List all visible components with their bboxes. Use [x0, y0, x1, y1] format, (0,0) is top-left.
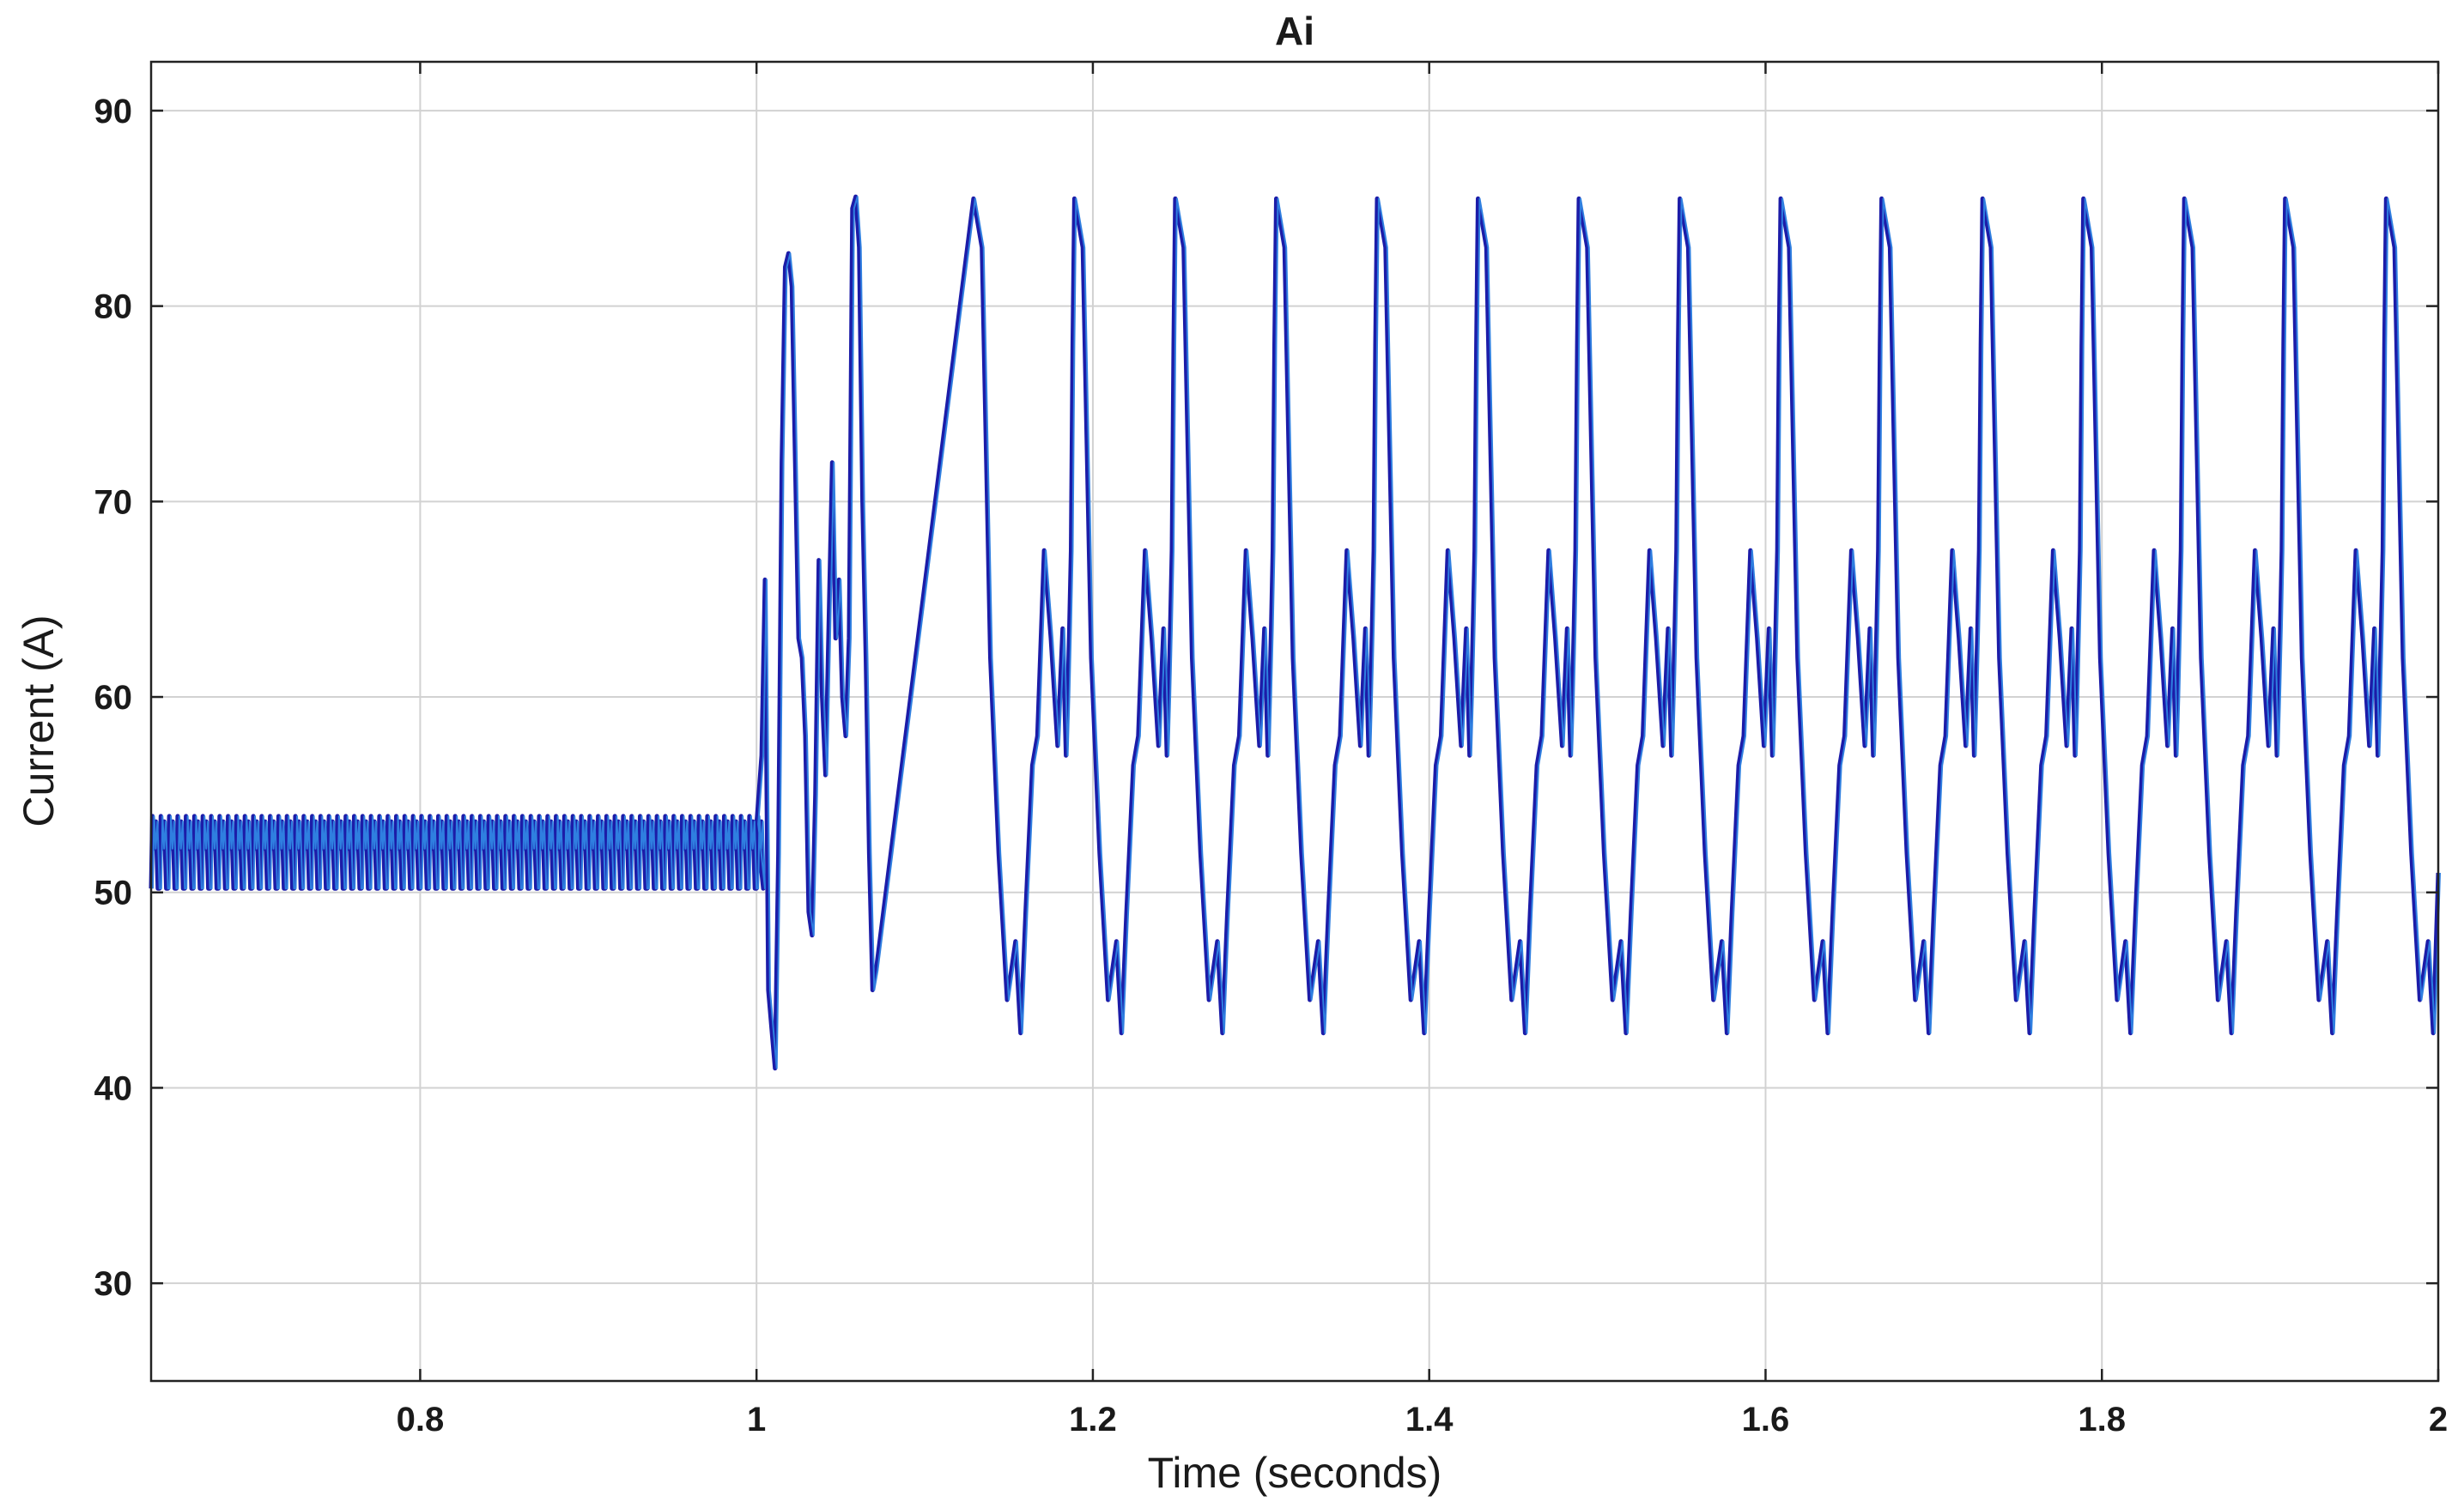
series-layer — [149, 194, 2441, 1071]
y-tick-label: 80 — [94, 288, 133, 326]
x-tick-label: 1.8 — [2078, 1401, 2126, 1438]
y-tick-label: 40 — [94, 1069, 133, 1107]
series-line-light — [152, 196, 2441, 1069]
tick-labels: 0.8 1 1.2 1.4 1.6 1.8 2 30 40 50 60 70 80 90 — [94, 93, 2449, 1438]
x-tick-label: 0.8 — [397, 1401, 445, 1438]
y-axis-label: Current (A) — [15, 615, 63, 827]
plot-frame — [149, 60, 2440, 1383]
y-tick-label: 30 — [94, 1265, 133, 1303]
x-tick-label: 1.4 — [1405, 1401, 1454, 1438]
chart-title: Ai — [1275, 9, 1314, 53]
y-tick-label: 70 — [94, 483, 133, 521]
y-tick-label: 50 — [94, 875, 133, 912]
x-tick-label: 1.6 — [1742, 1401, 1790, 1438]
x-tick-label: 1 — [747, 1401, 766, 1438]
x-tick-label: 1.2 — [1069, 1401, 1117, 1438]
y-tick-label: 90 — [94, 93, 133, 130]
y-tick-label: 60 — [94, 679, 133, 717]
x-axis-label: Time (seconds) — [1148, 1449, 1442, 1497]
axis-ticks — [151, 62, 2440, 1381]
x-tick-label: 2 — [2429, 1401, 2448, 1438]
